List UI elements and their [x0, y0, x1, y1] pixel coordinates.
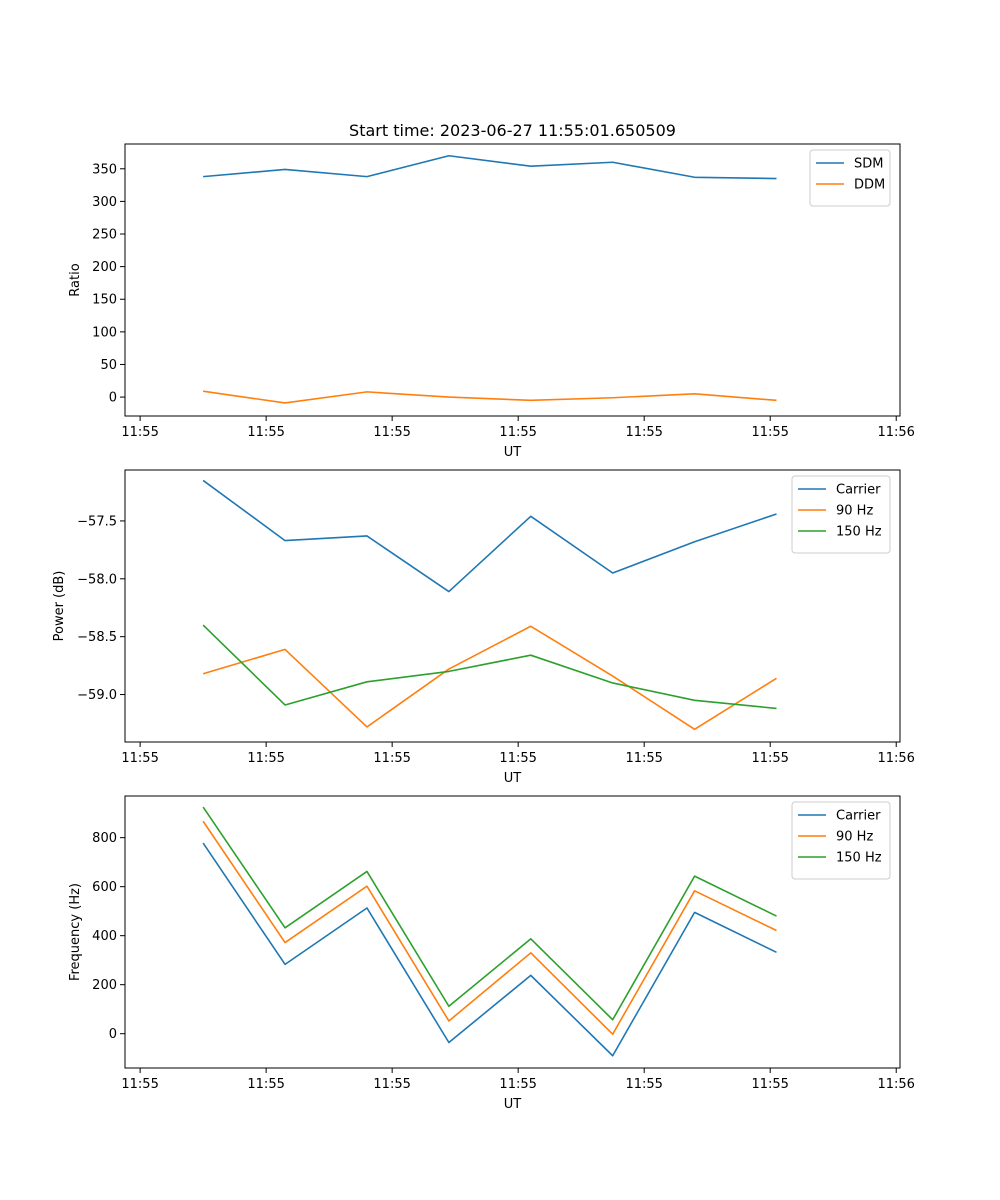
y-tick-label: 350 [92, 162, 117, 177]
legend: Carrier 90 Hz 150 Hz [791, 475, 891, 554]
x-tick-label: 11:55 [373, 751, 410, 766]
y-axis-label: Frequency (Hz) [68, 883, 83, 981]
x-tick-label: 11:56 [877, 751, 914, 766]
legend-box [791, 801, 891, 880]
series-line-carrier [202, 842, 777, 1057]
x-tick-label: 11:55 [373, 425, 410, 440]
y-tick-label: 250 [92, 228, 117, 243]
x-tick-label: 11:55 [751, 425, 788, 440]
x-axis-label: UT [504, 1097, 522, 1112]
y-tick-label: 100 [92, 325, 117, 340]
x-axis-label: UT [504, 771, 522, 786]
y-tick-label: 400 [92, 929, 117, 944]
y-axis-label: Ratio [68, 263, 83, 296]
axes-frame [124, 795, 901, 1069]
x-tick-label: 11:55 [121, 751, 158, 766]
y-tick-label: 0 [109, 1027, 117, 1042]
series-line-ddm [203, 390, 777, 404]
x-tick-label: 11:56 [877, 425, 914, 440]
legend-label: SDM [854, 157, 883, 172]
y-tick-label: 300 [92, 195, 117, 210]
legend-label: 90 Hz [836, 504, 873, 519]
series-line-90-hz [202, 625, 777, 731]
series-line-sdm [203, 154, 777, 180]
x-axis-label: UT [504, 445, 522, 460]
y-tick-label: 200 [92, 978, 117, 993]
plots-container: 11:55 11:55 11:55 11:55 11:55 11:55 11:56 0 50 10… [52, 143, 915, 1112]
legend-label: Carrier [836, 483, 881, 498]
legend: SDM DDM [809, 149, 891, 207]
x-tick-label: 11:56 [877, 1077, 914, 1092]
x-tick-label: 11:55 [751, 1077, 788, 1092]
legend-label: DDM [854, 178, 885, 193]
x-tick-label: 11:55 [625, 751, 662, 766]
y-tick-label: −58.0 [77, 572, 117, 587]
legend-label: 150 Hz [836, 851, 882, 866]
x-tick-label: 11:55 [247, 1077, 284, 1092]
x-tick-label: 11:55 [751, 751, 788, 766]
series-line-150-hz [202, 806, 777, 1021]
series-line-150-hz [202, 624, 777, 710]
x-tick-label: 11:55 [499, 751, 536, 766]
chart-3: 11:55 11:55 11:55 11:55 11:55 11:55 11:56 0 200 4… [68, 795, 915, 1112]
y-tick-label: −57.5 [77, 514, 117, 529]
x-tick-label: 11:55 [373, 1077, 410, 1092]
y-tick-label: 600 [92, 880, 117, 895]
y-tick-label: 800 [92, 831, 117, 846]
axes-frame [124, 143, 901, 417]
x-tick-label: 11:55 [499, 1077, 536, 1092]
legend-label: 150 Hz [836, 525, 882, 540]
x-tick-label: 11:55 [625, 425, 662, 440]
y-tick-label: 150 [92, 293, 117, 308]
y-tick-label: −59.0 [77, 688, 117, 703]
x-tick-label: 11:55 [121, 1077, 158, 1092]
figure-title: Start time: 2023-06-27 11:55:01.650509 [349, 121, 676, 140]
legend-label: 90 Hz [836, 830, 873, 845]
series-line-carrier [202, 479, 777, 593]
y-tick-label: 0 [109, 391, 117, 406]
x-tick-label: 11:55 [247, 425, 284, 440]
y-tick-label: −58.5 [77, 630, 117, 645]
legend-box [809, 149, 891, 207]
y-tick-label: 50 [100, 358, 117, 373]
y-tick-label: 200 [92, 260, 117, 275]
legend: Carrier 90 Hz 150 Hz [791, 801, 891, 880]
x-tick-label: 11:55 [499, 425, 536, 440]
series-line-90-hz [202, 820, 777, 1035]
y-axis-label: Power (dB) [52, 571, 67, 642]
legend-box [791, 475, 891, 554]
x-tick-label: 11:55 [121, 425, 158, 440]
x-tick-label: 11:55 [247, 751, 284, 766]
legend-label: Carrier [836, 809, 881, 824]
x-tick-label: 11:55 [625, 1077, 662, 1092]
axes-frame [124, 469, 901, 743]
chart-1: 11:55 11:55 11:55 11:55 11:55 11:55 11:56 0 50 10… [68, 143, 915, 460]
chart-2: 11:55 11:55 11:55 11:55 11:55 11:55 11:56 −57.5… [52, 469, 915, 786]
